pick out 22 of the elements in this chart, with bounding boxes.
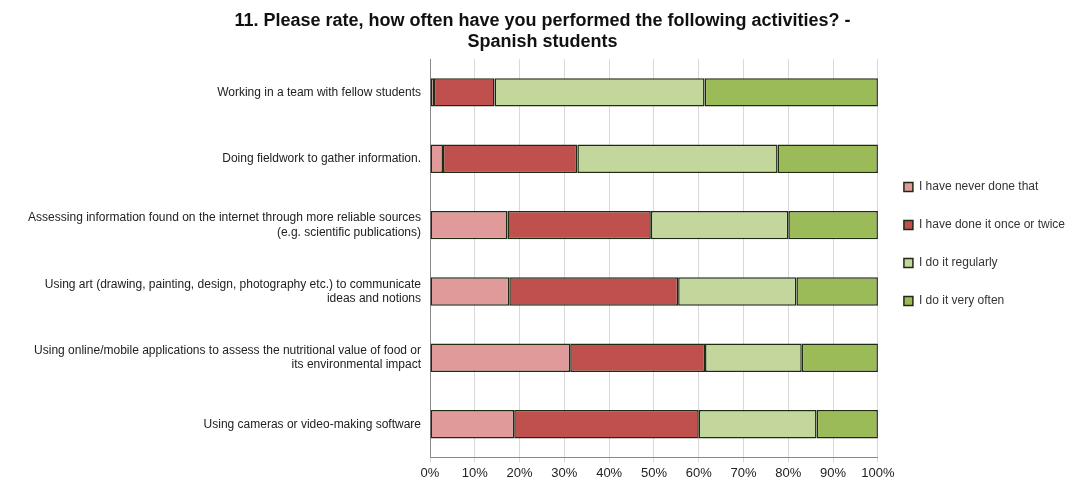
- chart-title: 11. Please rate, how often have you performed the following activities? - Spanish students: [234, 9, 851, 52]
- x-tick-label: 50%: [640, 464, 668, 480]
- y-tick-label: Doing fieldwork to gather information.: [222, 151, 421, 166]
- legend-label: I do it very often: [918, 293, 1005, 308]
- legend-label: I do it regularly: [918, 255, 998, 270]
- y-tick-label: Using art (drawing, painting, design, photography etc.) to communicate ideas and notions: [44, 276, 422, 305]
- x-tick-label: 70%: [730, 464, 757, 480]
- x-tick-label: 0%: [420, 464, 440, 480]
- x-tick-label: 10%: [461, 464, 489, 480]
- x-tick-label: 60%: [685, 464, 713, 480]
- y-tick-label: Using online/mobile applications to assess the nutritional value of food or its environmental impact: [34, 342, 422, 372]
- y-tick-label: Assessing information found on the internet through more reliable sources (e.g. scientific publications): [28, 210, 421, 239]
- y-tick-label: Working in a team with fellow students: [217, 84, 421, 99]
- x-tick-label: 40%: [596, 464, 623, 480]
- legend-label: I have done it once or twice: [918, 217, 1066, 232]
- x-tick-label: 80%: [775, 464, 802, 480]
- legend-label: I have never done that: [918, 179, 1039, 194]
- y-tick-label: Using cameras or video-making software: [203, 416, 422, 431]
- x-tick-label: 90%: [820, 464, 847, 480]
- x-tick-label: 20%: [506, 464, 534, 480]
- x-tick-label: 30%: [551, 464, 578, 480]
- x-tick-label: 100%: [861, 464, 895, 480]
